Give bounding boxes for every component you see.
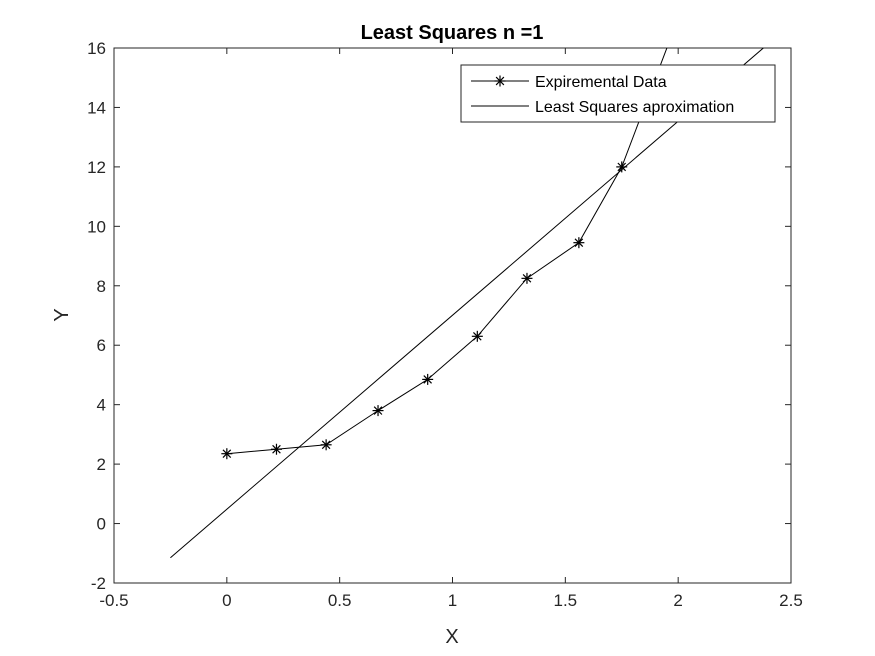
data-point [471,330,483,342]
y-tick-label: 16 [87,39,106,58]
x-tick-label: 0 [222,591,231,610]
x-tick-label: 0.5 [328,591,352,610]
legend-box [460,64,776,123]
y-tick-label: 10 [87,217,106,236]
data-point [372,405,384,417]
y-axis-label: Y [51,308,73,321]
x-tick-label: 1.5 [554,591,578,610]
x-tick-label: 2.5 [779,591,803,610]
y-tick-label: 14 [87,98,106,117]
legend-label-least-squares: Least Squares aproximation [535,99,734,116]
x-tick-label: 1 [448,591,457,610]
x-tick-label: 2 [673,591,682,610]
legend: Expiremental Data Least Squares aproxima… [460,64,776,123]
legend-marker-asterisk [494,75,506,87]
series-line-expiremental-data [226,48,668,455]
data-point [221,448,233,460]
data-point [573,237,585,249]
y-tick-label: 6 [97,336,106,355]
y-tick-label: 0 [97,515,106,534]
legend-label-expiremental-data: Expiremental Data [535,74,667,91]
y-tick-label: 2 [97,455,106,474]
data-point [422,373,434,385]
x-axis-label: X [445,626,458,648]
x-tick-label: -0.5 [99,591,128,610]
chart-title: Least Squares n =1 [361,22,544,44]
y-tick-label: 4 [97,396,106,415]
data-point [320,439,332,451]
y-tick-label: 12 [87,158,106,177]
data-point [270,443,282,455]
y-tick-label: -2 [91,574,106,593]
data-point [521,272,533,284]
y-tick-label: 8 [97,277,106,296]
